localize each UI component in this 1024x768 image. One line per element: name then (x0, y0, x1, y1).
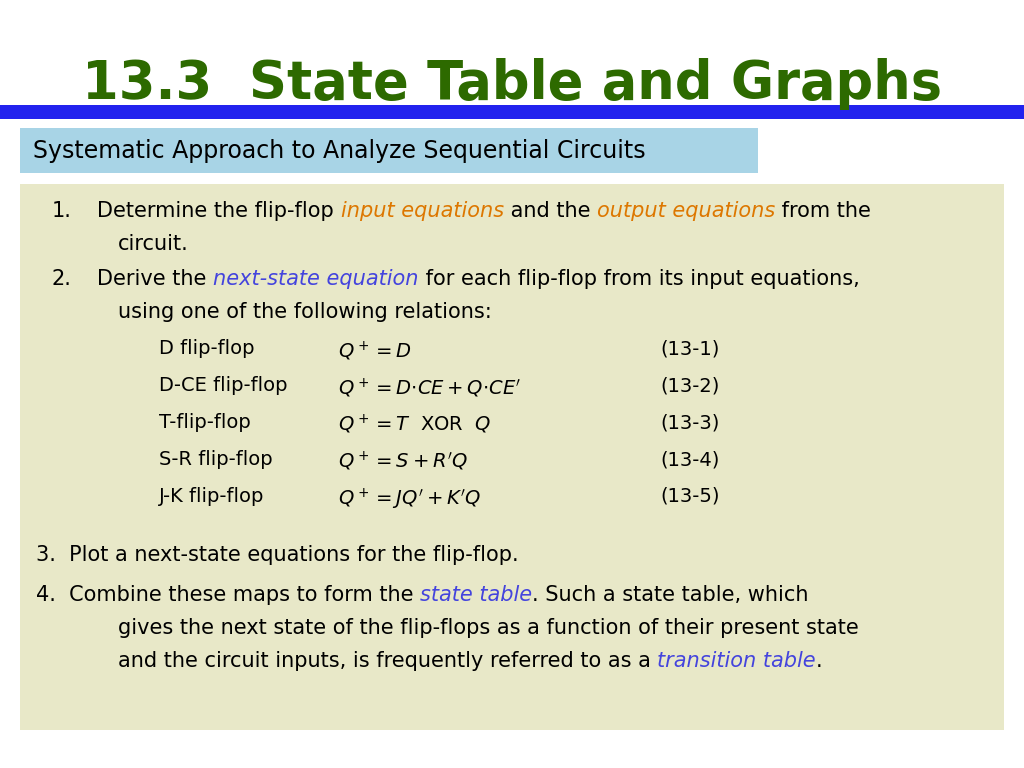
Text: (13-4): (13-4) (660, 450, 720, 469)
Text: 3.  Plot a next-state equations for the flip-flop.: 3. Plot a next-state equations for the f… (36, 545, 518, 565)
Text: Determine the flip-flop: Determine the flip-flop (97, 201, 341, 221)
Text: (13-2): (13-2) (660, 376, 720, 396)
Text: 4.  Combine these maps to form the: 4. Combine these maps to form the (36, 585, 420, 605)
Text: using one of the following relations:: using one of the following relations: (118, 302, 492, 322)
Text: $Q^+ = S + R'Q$: $Q^+ = S + R'Q$ (338, 450, 468, 473)
Text: output equations: output equations (597, 201, 775, 221)
Text: next-state equation: next-state equation (213, 269, 419, 289)
Text: 1.: 1. (51, 201, 71, 221)
Text: $Q^+ = D{\cdot}CE + Q{\cdot}CE'$: $Q^+ = D{\cdot}CE + Q{\cdot}CE'$ (338, 376, 521, 399)
Text: S-R flip-flop: S-R flip-flop (159, 450, 272, 469)
Text: state table: state table (420, 585, 532, 605)
Text: $Q^+ = T$  XOR  $Q$: $Q^+ = T$ XOR $Q$ (338, 413, 492, 436)
Bar (20, 128, 758, 173)
Text: D-CE flip-flop: D-CE flip-flop (159, 376, 287, 396)
Text: input equations: input equations (341, 201, 504, 221)
Text: $Q^+ = JQ' + K'Q$: $Q^+ = JQ' + K'Q$ (338, 487, 481, 512)
Text: and the circuit inputs, is frequently referred to as a: and the circuit inputs, is frequently re… (118, 651, 657, 671)
Text: T-flip-flop: T-flip-flop (159, 413, 251, 432)
Text: (13-3): (13-3) (660, 413, 720, 432)
Text: circuit.: circuit. (118, 234, 188, 254)
Text: . Such a state table, which: . Such a state table, which (532, 585, 809, 605)
Bar (20, 184, 1004, 730)
Text: 13.3  State Table and Graphs: 13.3 State Table and Graphs (82, 58, 942, 110)
Text: from the: from the (775, 201, 871, 221)
Text: Systematic Approach to Analyze Sequential Circuits: Systematic Approach to Analyze Sequentia… (33, 138, 645, 163)
Text: and the: and the (504, 201, 597, 221)
Text: gives the next state of the flip-flops as a function of their present state: gives the next state of the flip-flops a… (118, 618, 858, 638)
Text: J-K flip-flop: J-K flip-flop (159, 487, 264, 506)
Text: D flip-flop: D flip-flop (159, 339, 254, 359)
Text: 2.: 2. (51, 269, 71, 289)
Text: for each flip-flop from its input equations,: for each flip-flop from its input equati… (419, 269, 859, 289)
Text: .: . (816, 651, 822, 671)
Text: (13-1): (13-1) (660, 339, 720, 359)
Text: $Q^+ = D$: $Q^+ = D$ (338, 339, 412, 362)
Text: (13-5): (13-5) (660, 487, 720, 506)
Bar (0, 105, 1024, 119)
Text: Derive the: Derive the (97, 269, 213, 289)
Text: transition table: transition table (657, 651, 816, 671)
